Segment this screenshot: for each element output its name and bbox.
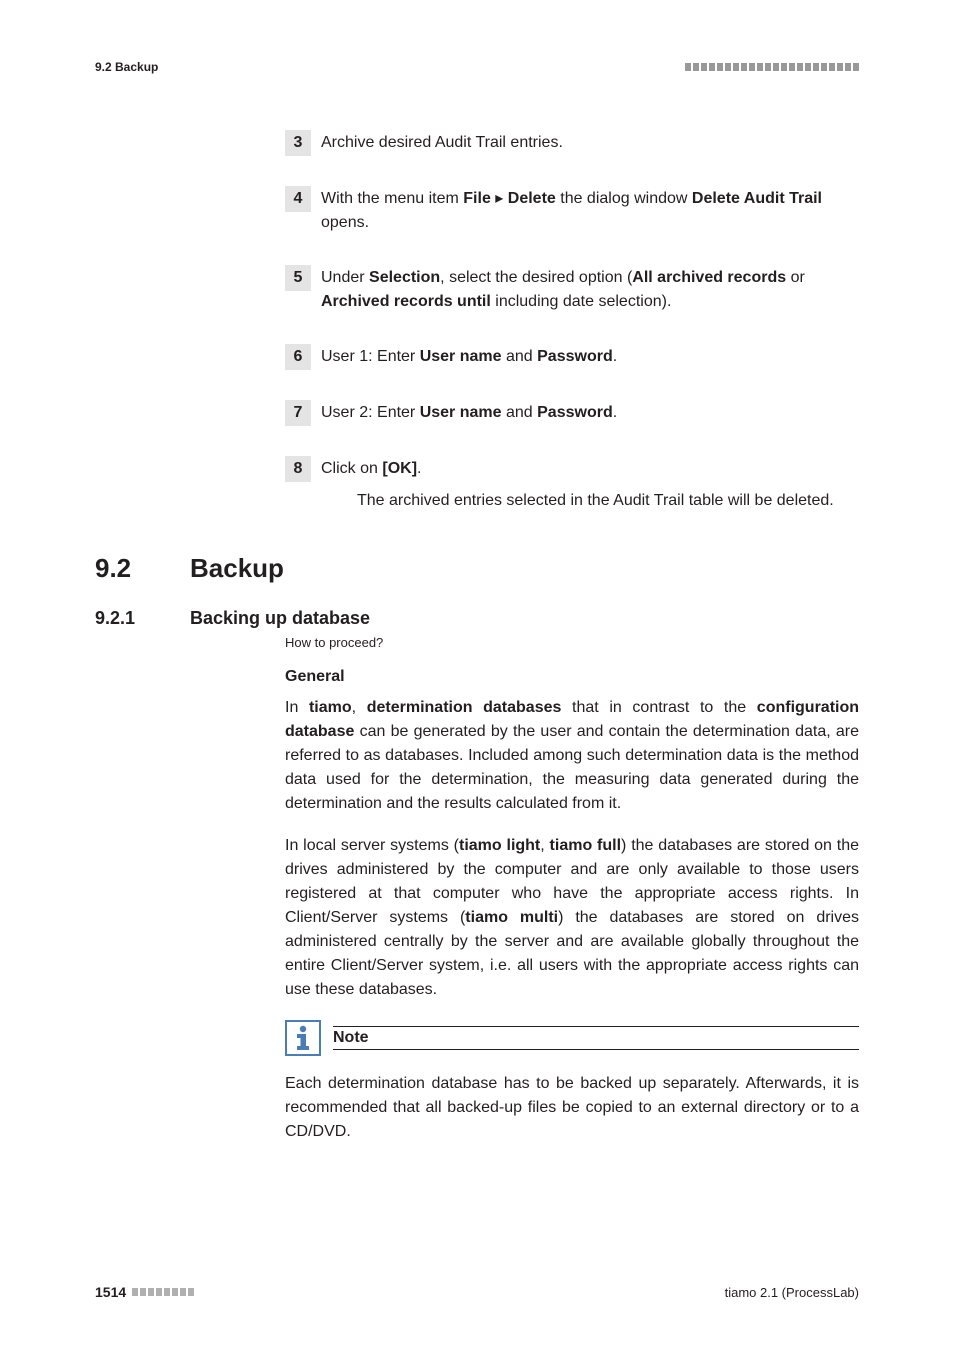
product-name: tiamo 2.1 (ProcessLab) [725,1285,859,1300]
page-number: 1514 [95,1284,194,1300]
step-text: With the menu item File ▸ Delete the dia… [321,186,859,235]
step: 4 With the menu item File ▸ Delete the di… [285,186,859,235]
header: 9.2 Backup [95,60,859,74]
subsection-name: Backing up database [190,608,370,629]
note-title-wrap: Note [333,1026,859,1050]
step-number: 4 [285,186,311,212]
header-bars [685,63,859,71]
step-number: 6 [285,344,311,370]
step: 6 User 1: Enter User name and Password. [285,344,859,370]
step-text: Click on [OK]. [321,456,859,481]
step-text: User 2: Enter User name and Password. [321,400,859,425]
step-text: Under Selection, select the desired opti… [321,265,859,314]
section-number: 9.2 [95,553,190,584]
breadcrumb: 9.2 Backup [95,60,158,74]
step-indent: The archived entries selected in the Aud… [357,489,859,513]
note-title: Note [333,1026,859,1050]
general-heading: General [285,668,859,686]
step: 3 Archive desired Audit Trail entries. [285,130,859,156]
note-header: Note [285,1020,859,1056]
section-title: 9.2 Backup [95,553,859,584]
body-paragraph: In local server systems (tiamo light, ti… [285,834,859,1002]
footer: 1514 tiamo 2.1 (ProcessLab) [95,1284,859,1300]
page-number-value: 1514 [95,1284,126,1300]
subsection-number: 9.2.1 [95,608,190,629]
step-text: User 1: Enter User name and Password. [321,344,859,369]
subsection-title: 9.2.1 Backing up database [95,608,859,629]
info-icon [285,1020,321,1056]
step-number: 7 [285,400,311,426]
section-name: Backup [190,553,284,584]
body-paragraph: In tiamo, determination databases that i… [285,696,859,816]
step: 7 User 2: Enter User name and Password. [285,400,859,426]
step: 5 Under Selection, select the desired opt… [285,265,859,314]
step-number: 5 [285,265,311,291]
step-list: 3 Archive desired Audit Trail entries. 4 Wi… [285,130,859,513]
step-number: 3 [285,130,311,156]
how-to-proceed: How to proceed? [285,635,859,650]
step-text: Archive desired Audit Trail entries. [321,130,859,155]
paragraphs-container: In tiamo, determination databases that i… [95,696,859,1002]
step: 8 Click on [OK]. The archived entries sele… [285,456,859,513]
footer-bars [132,1288,194,1296]
step-number: 8 [285,456,311,482]
note-text: Each determination database has to be ba… [285,1072,859,1144]
note-block: Note Each determination database has to … [285,1020,859,1144]
